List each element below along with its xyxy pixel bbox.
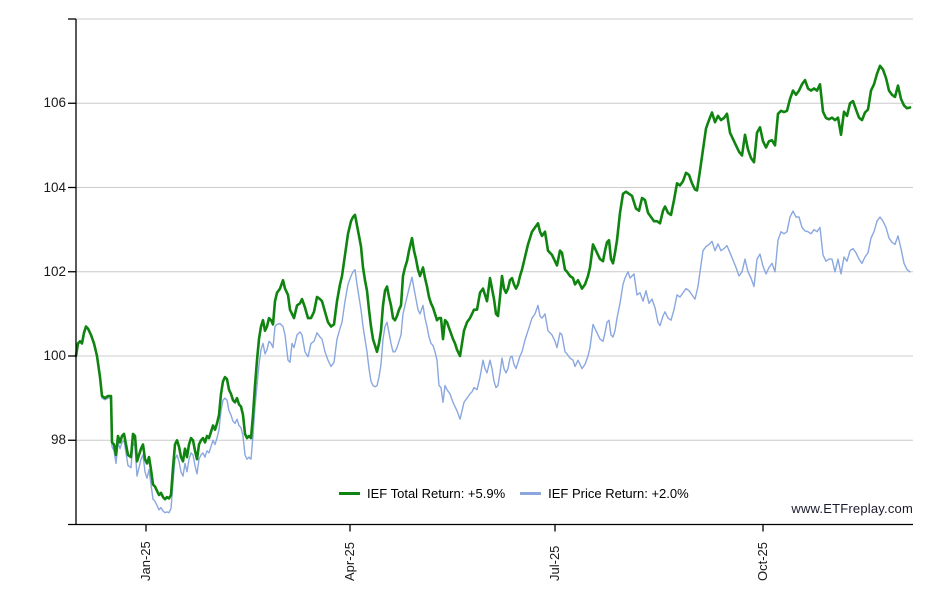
x-tick-label-Jul-25: Jul-25 (547, 545, 562, 581)
y-tick-label-102: 102 (43, 263, 66, 279)
price-return-line-swatch (520, 492, 542, 495)
x-tick-label-Oct-25: Oct-25 (755, 541, 770, 581)
y-tick-label-104: 104 (43, 179, 66, 195)
y-tick-label-106: 106 (43, 95, 66, 111)
legend-label-price-return: IEF Price Return: +2.0% (548, 486, 689, 501)
x-tick-label-Apr-25: Apr-25 (342, 541, 357, 581)
legend-item-total-return: IEF Total Return: +5.9% (339, 486, 505, 501)
price-return-line (75, 210, 911, 514)
legend-label-total-return: IEF Total Return: +5.9% (367, 486, 506, 501)
total-return-line-swatch (339, 492, 360, 495)
x-tick-label-Jan-25: Jan-25 (138, 540, 153, 581)
y-tick-label-100: 100 (43, 348, 66, 363)
total-return-line (74, 64, 912, 501)
watermark: www.ETFreplay.com (791, 501, 913, 516)
y-tick-label-98: 98 (50, 432, 66, 448)
legend-item-price-return: IEF Price Return: +2.0% (520, 486, 689, 501)
legend: IEF Total Return: +5.9% IEF Price Return… (339, 486, 689, 501)
